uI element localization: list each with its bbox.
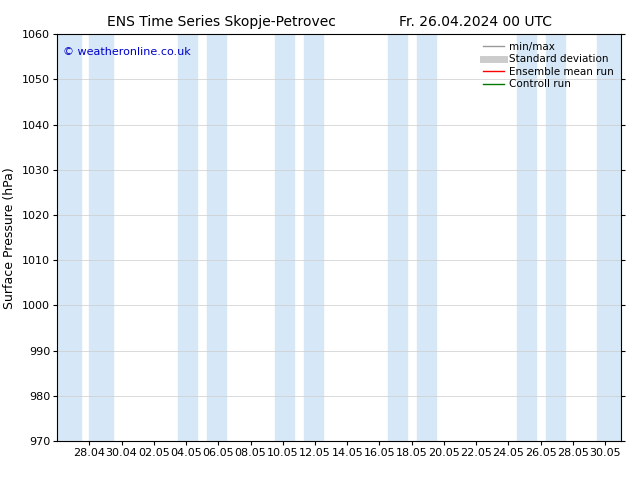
Bar: [207, 34, 226, 441]
Legend: min/max, Standard deviation, Ensemble mean run, Controll run: min/max, Standard deviation, Ensemble me…: [481, 40, 616, 92]
Text: Fr. 26.04.2024 00 UTC: Fr. 26.04.2024 00 UTC: [399, 15, 552, 29]
Bar: [275, 34, 294, 441]
Y-axis label: Surface Pressure (hPa): Surface Pressure (hPa): [3, 167, 16, 309]
Bar: [545, 34, 565, 441]
Bar: [304, 34, 323, 441]
Bar: [89, 34, 113, 441]
Text: © weatheronline.co.uk: © weatheronline.co.uk: [63, 47, 190, 56]
Text: ENS Time Series Skopje-Petrovec: ENS Time Series Skopje-Petrovec: [107, 15, 337, 29]
Bar: [57, 34, 81, 441]
Bar: [417, 34, 436, 441]
Bar: [597, 34, 621, 441]
Bar: [387, 34, 407, 441]
Bar: [517, 34, 536, 441]
Bar: [178, 34, 197, 441]
